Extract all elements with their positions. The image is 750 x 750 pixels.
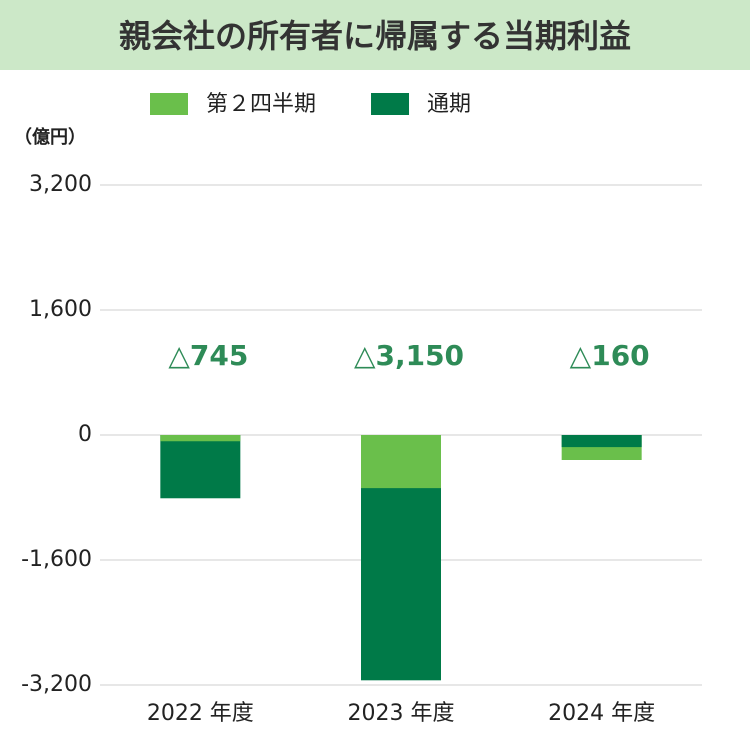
annotation: △160 xyxy=(570,339,650,372)
x-tick-label: 2022 年度 xyxy=(147,701,254,726)
legend-swatch xyxy=(371,93,410,115)
legend-label: 第２四半期 xyxy=(206,92,316,117)
title-band xyxy=(0,0,750,70)
x-tick-label: 2024 年度 xyxy=(548,701,655,726)
bar xyxy=(160,435,241,499)
annotation: △3,150 xyxy=(354,339,464,372)
y-tick-label: 3,200 xyxy=(29,172,92,197)
y-tick-label: -3,200 xyxy=(21,672,92,697)
y-tick-label: 1,600 xyxy=(29,297,92,322)
x-tick-label: 2023 年度 xyxy=(348,701,455,726)
y-tick-label: -1,600 xyxy=(21,547,92,572)
legend-swatch xyxy=(150,93,188,115)
bar xyxy=(361,435,441,489)
annotation: △745 xyxy=(168,339,248,372)
unit-label: （億円） xyxy=(14,126,86,148)
bar xyxy=(160,435,241,442)
bar xyxy=(561,435,642,448)
legend-label: 通期 xyxy=(427,92,471,117)
y-tick-label: 0 xyxy=(78,422,92,447)
chart-title: 親会社の所有者に帰属する当期利益 xyxy=(119,17,631,55)
